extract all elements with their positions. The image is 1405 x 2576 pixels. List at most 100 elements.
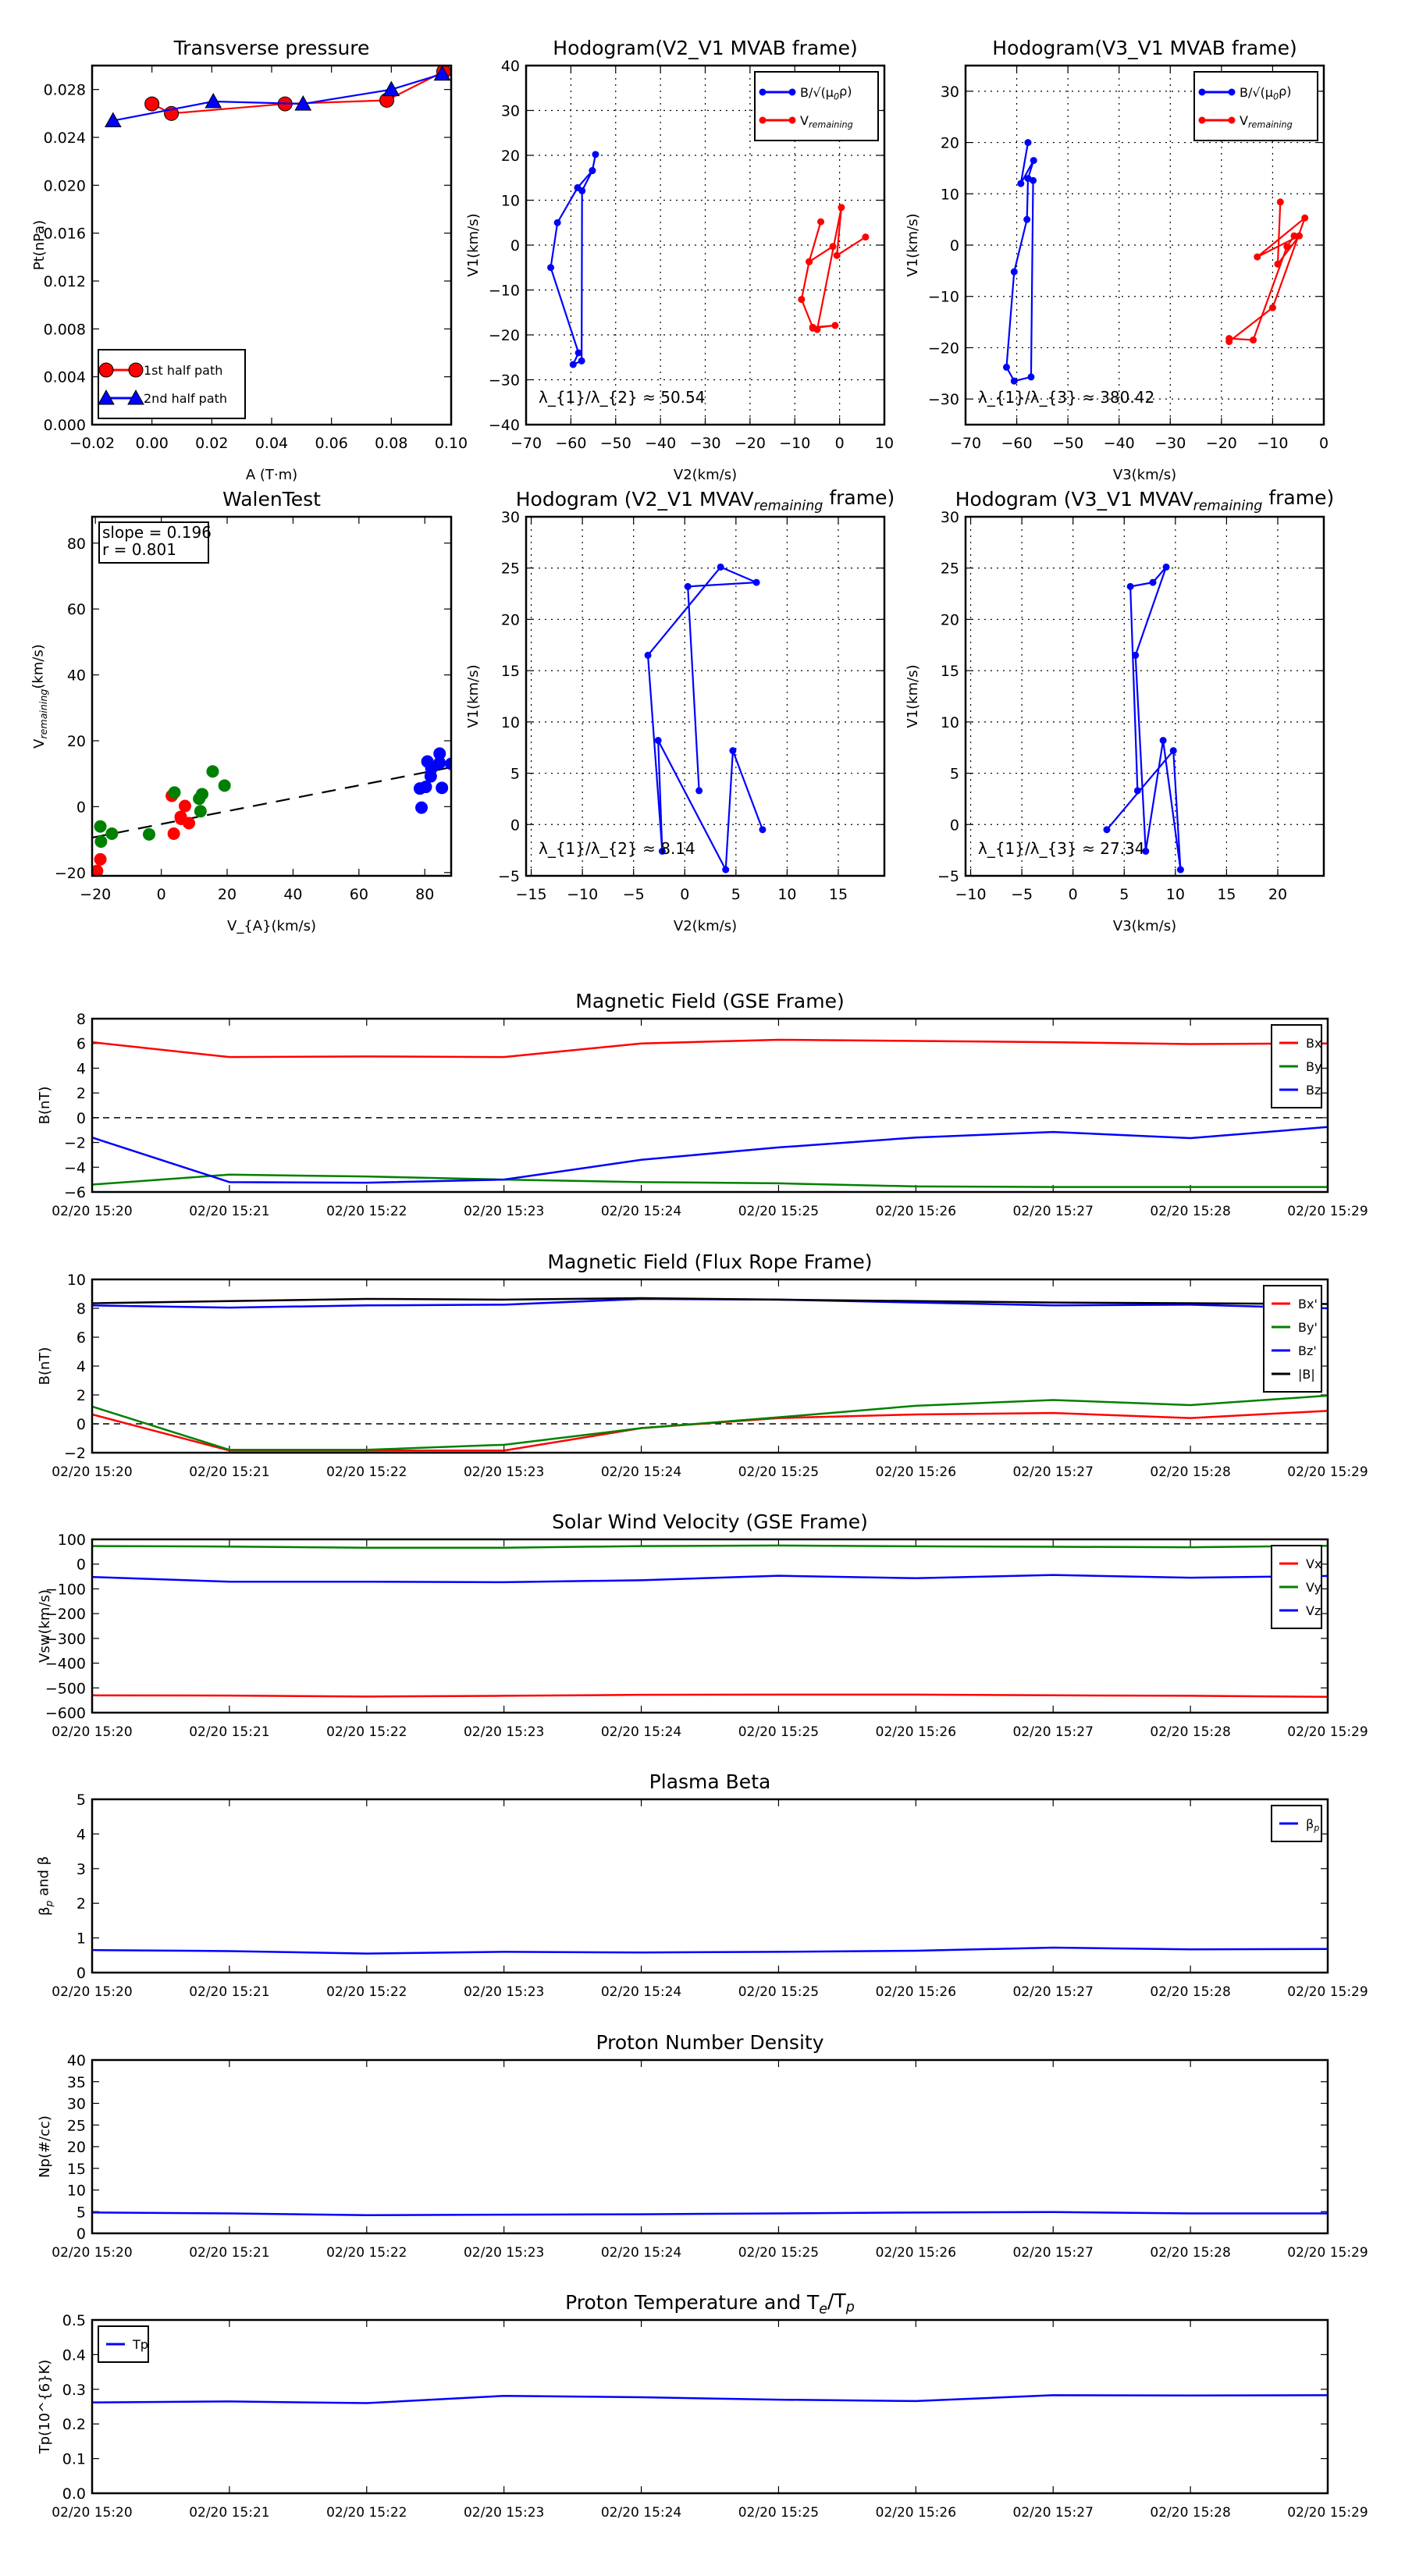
x-tick-label: 40	[283, 886, 302, 903]
x-tick-label: 0	[680, 886, 689, 903]
series-line-1	[92, 1173, 1328, 1188]
y-tick-label: 60	[67, 601, 86, 618]
x-tick-label: 0.10	[435, 435, 468, 452]
y-axis-label: Tp(10^{6}K)	[37, 2360, 53, 2455]
y-tick-label: 8	[76, 1011, 86, 1028]
axes-frame	[964, 64, 1325, 426]
data-point	[433, 66, 451, 81]
data-point	[1301, 214, 1309, 222]
data-point	[424, 770, 437, 783]
y-tick-label: −20	[489, 327, 520, 344]
legend-marker	[1198, 116, 1206, 124]
y-tick-label: 0	[76, 1965, 86, 1982]
x-tick-label: 02/20 15:26	[876, 1204, 956, 1219]
y-tick-label: 0	[76, 1110, 86, 1127]
x-tick-label: 02/20 15:22	[326, 1204, 407, 1219]
data-point	[1017, 180, 1025, 187]
x-tick-label: 20	[218, 886, 237, 903]
y-tick-label: −300	[45, 1631, 86, 1648]
y-tick-label: 20	[941, 611, 959, 628]
x-tick-label: 02/20 15:23	[464, 1724, 544, 1740]
data-point	[1276, 198, 1284, 206]
y-tick-label: 0	[76, 2226, 86, 2243]
y-axis-label: Np(#/cc)	[37, 2115, 53, 2178]
chart-title: Plasma Beta	[649, 1770, 771, 1793]
x-tick-label: 02/20 15:21	[189, 2505, 269, 2521]
y-tick-label: 0.000	[44, 417, 86, 434]
y-tick-label: −100	[45, 1581, 86, 1598]
x-tick-label: 0	[157, 886, 166, 903]
data-point	[1162, 563, 1170, 571]
data-point	[94, 852, 107, 866]
y-tick-label: 5	[950, 766, 959, 783]
series-line-0	[1106, 566, 1182, 871]
x-tick-label: 02/20 15:27	[1013, 1204, 1094, 1219]
axes-frame	[91, 2318, 1329, 2495]
x-tick-label: 02/20 15:22	[326, 2245, 407, 2261]
x-tick-label: 02/20 15:22	[326, 1464, 407, 1480]
y-tick-label: 0	[950, 817, 959, 834]
y-tick-label: 2	[76, 1895, 86, 1912]
legend-label: Bx	[1306, 1036, 1321, 1051]
x-tick-label: 02/20 15:25	[738, 1464, 819, 1480]
data-point	[1142, 847, 1150, 855]
series-line-2	[92, 1126, 1328, 1184]
axes-frame	[91, 1017, 1329, 1194]
data-point	[445, 757, 451, 770]
data-point	[1024, 139, 1032, 147]
y-tick-label: 20	[501, 148, 520, 165]
chart-panel-3: WalenTest −20 0 20 40 60 80 −20 0 20 40 60 80 V_{A}(k…	[30, 488, 453, 934]
y-tick-label: 6	[76, 1036, 86, 1053]
y-tick-label: −5	[937, 868, 959, 885]
y-tick-label: 20	[941, 135, 959, 152]
axes-frame	[91, 515, 453, 877]
y-tick-label: 0.004	[44, 369, 86, 386]
legend-label: 2nd half path	[144, 391, 227, 406]
data-point	[1002, 363, 1010, 371]
data-point	[1274, 260, 1282, 268]
chart-panel-8: Solar Wind Velocity (GSE Frame) 02/20 15:…	[37, 1510, 1368, 1740]
y-tick-label: 10	[501, 193, 520, 210]
data-point	[589, 167, 596, 175]
data-point	[1023, 215, 1031, 223]
x-tick-label: 02/20 15:28	[1150, 1204, 1230, 1219]
data-point	[1290, 232, 1298, 240]
x-tick-label: 02/20 15:23	[464, 1984, 544, 2000]
axes-frame	[525, 515, 886, 877]
y-axis-label: V1(km/s)	[905, 664, 921, 728]
axes-frame	[525, 64, 886, 426]
correlation-text: r = 0.801	[102, 540, 176, 559]
x-tick-label: −70	[510, 435, 542, 452]
y-tick-label: 8	[76, 1300, 86, 1318]
plot-area	[92, 1297, 1328, 1452]
y-tick-label: 0	[510, 237, 520, 254]
x-tick-label: −70	[950, 435, 981, 452]
y-tick-label: 3	[76, 1861, 86, 1878]
x-tick-label: 02/20 15:21	[189, 1464, 269, 1480]
x-axis-label: V2(km/s)	[674, 918, 737, 934]
x-tick-label: 02/20 15:24	[601, 2245, 681, 2261]
y-axis-label: Pt(nPa)	[31, 220, 48, 270]
x-axis-label: V3(km/s)	[1113, 467, 1176, 483]
x-tick-label: 02/20 15:29	[1287, 2245, 1368, 2261]
plot-area	[1103, 563, 1184, 873]
series-line-1	[92, 1544, 1328, 1550]
y-tick-label: 10	[941, 186, 959, 203]
data-point	[195, 788, 208, 801]
series-line-0	[1005, 142, 1035, 382]
data-point	[684, 582, 692, 590]
x-tick-label: 02/20 15:20	[52, 1984, 132, 2000]
eigenvalue-ratio-annotation: λ_{1}/λ_{3} ≈ 380.42	[978, 388, 1154, 407]
legend-label: Vremaining	[1240, 113, 1293, 130]
x-tick-label: 15	[1217, 886, 1236, 903]
data-point	[829, 243, 837, 251]
y-tick-label: 100	[58, 1532, 86, 1549]
chart-title: Proton Number Density	[596, 2031, 824, 2054]
y-tick-label: 0	[950, 237, 959, 254]
legend-marker	[759, 88, 767, 96]
series-line-0	[92, 1410, 1328, 1452]
y-tick-label: 10	[501, 714, 520, 731]
data-point	[415, 801, 429, 814]
chart-panel-11: Proton Temperature and Te/Tp 02/20 15:20 0…	[37, 2290, 1368, 2521]
x-tick-label: 02/20 15:25	[738, 2505, 819, 2521]
